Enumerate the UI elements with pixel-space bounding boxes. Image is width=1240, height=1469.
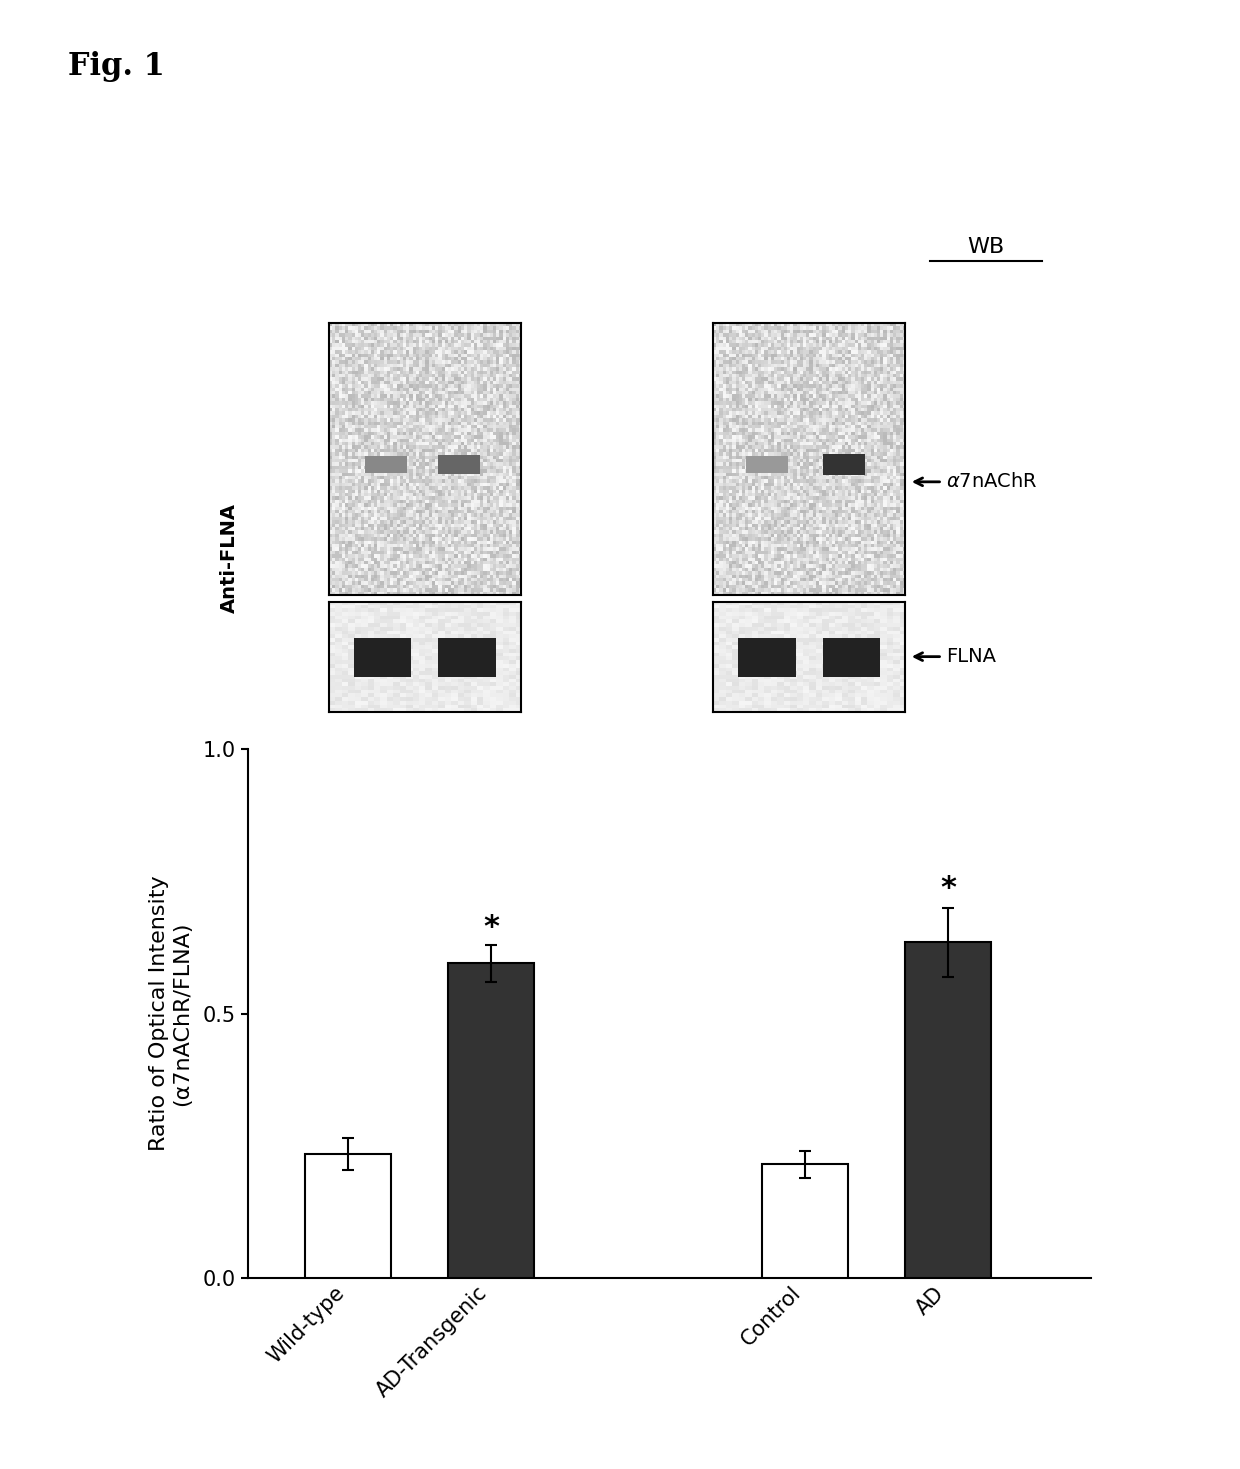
Bar — [438, 638, 496, 677]
Bar — [365, 457, 408, 473]
Bar — [905, 942, 991, 1278]
Bar — [438, 455, 480, 474]
Text: FLNA: FLNA — [946, 648, 996, 665]
Text: *: * — [940, 874, 956, 902]
Bar — [353, 638, 412, 677]
Text: $\alpha$7nAChR: $\alpha$7nAChR — [946, 473, 1038, 491]
Text: Fig. 1: Fig. 1 — [68, 51, 165, 82]
Bar — [745, 457, 787, 473]
Bar — [305, 1153, 391, 1278]
Text: WB: WB — [967, 237, 1004, 257]
Y-axis label: Ratio of Optical Intensity
(α7nAChR/FLNA): Ratio of Optical Intensity (α7nAChR/FLNA… — [149, 876, 192, 1152]
Bar — [738, 638, 796, 677]
Bar — [763, 1165, 848, 1278]
Bar — [822, 454, 864, 476]
Text: Anti-FLNA: Anti-FLNA — [219, 504, 239, 613]
Text: *: * — [482, 914, 498, 942]
Bar — [448, 964, 534, 1278]
Bar — [822, 638, 880, 677]
